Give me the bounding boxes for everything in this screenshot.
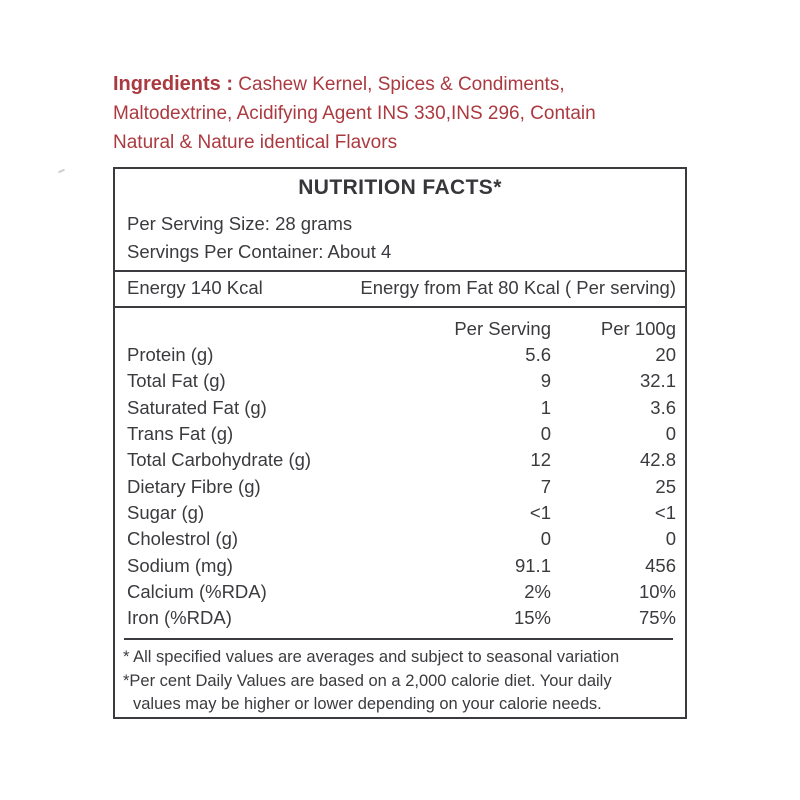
divider-bottom xyxy=(124,638,673,640)
footnote-line-3: values may be higher or lower depending … xyxy=(133,695,602,713)
per-100g-value: 42.8 xyxy=(639,449,676,471)
nutrient-label: Iron (%RDA) xyxy=(127,607,232,629)
ingredients-line-2: Maltodextrine, Acidifying Agent INS 330,… xyxy=(113,103,596,124)
nutrient-label: Total Fat (g) xyxy=(127,370,226,392)
nutrient-label: Saturated Fat (g) xyxy=(127,396,267,418)
table-row: Sugar (g) <1 <1 xyxy=(127,500,676,526)
serving-size-line: Per Serving Size: 28 grams xyxy=(127,213,353,234)
nutrient-label: Total Carbohydrate (g) xyxy=(127,449,312,471)
per-100g-value: 20 xyxy=(655,344,676,366)
divider-energy xyxy=(115,306,685,308)
per-serving-value: 12 xyxy=(530,449,551,471)
nutrient-label: Protein (g) xyxy=(127,344,214,366)
ingredients-label: Ingredients : xyxy=(113,73,234,95)
per-100g-value: 25 xyxy=(655,475,676,497)
nutrient-table: Per Serving Per 100g Protein (g) 5.6 20 … xyxy=(127,316,676,631)
per-serving-value: 1 xyxy=(540,396,551,418)
servings-per-container-line: Servings Per Container: About 4 xyxy=(127,241,392,262)
per-100g-value: 10% xyxy=(638,580,676,602)
nutrition-facts-panel: NUTRITION FACTS* Per Serving Size: 28 gr… xyxy=(113,167,687,719)
footnote-line-1: * All specified values are averages and … xyxy=(123,648,620,666)
col-per-serving: Per Serving xyxy=(454,318,551,339)
per-serving-value: 0 xyxy=(540,528,551,550)
table-row: Total Carbohydrate (g) 12 42.8 xyxy=(127,447,676,473)
nutrient-label: Cholestrol (g) xyxy=(127,528,239,550)
per-100g-value: <1 xyxy=(654,501,676,523)
per-100g-value: 3.6 xyxy=(650,396,676,418)
footnote-line-2: *Per cent Daily Values are based on a 2,… xyxy=(123,671,612,690)
col-per-100g: Per 100g xyxy=(600,318,676,339)
ingredients-line-1-text: Cashew Kernel, Spices & Condiments, xyxy=(238,74,565,95)
table-row: Trans Fat (g) 0 0 xyxy=(127,421,676,447)
divider-top xyxy=(115,270,685,272)
per-serving-value: 5.6 xyxy=(525,344,551,366)
per-100g-value: 32.1 xyxy=(639,370,676,392)
per-serving-value: 15% xyxy=(513,607,551,629)
ingredients-line-3: Natural & Nature identical Flavors xyxy=(113,132,398,153)
per-100g-value: 75% xyxy=(638,607,676,629)
table-row: Iron (%RDA) 15% 75% xyxy=(127,605,676,631)
per-100g-value: 0 xyxy=(665,423,676,445)
ingredients-paragraph: Ingredients : Cashew Kernel, Spices & Co… xyxy=(113,70,733,157)
table-row: Sodium (mg) 91.1 456 xyxy=(127,552,676,578)
per-serving-value: 91.1 xyxy=(514,554,551,576)
per-serving-value: 0 xyxy=(540,423,551,445)
nutrient-label: Sugar (g) xyxy=(127,501,205,523)
panel-title: NUTRITION FACTS* xyxy=(298,176,502,199)
nutrient-label: Calcium (%RDA) xyxy=(127,580,267,602)
per-100g-value: 0 xyxy=(665,528,676,550)
table-row: Dietary Fibre (g) 7 25 xyxy=(127,473,676,499)
table-row: Calcium (%RDA) 2% 10% xyxy=(127,579,676,605)
per-serving-value: <1 xyxy=(529,501,551,523)
footnotes-block: * All specified values are averages and … xyxy=(123,646,677,717)
energy-from-fat-label: Energy from Fat 80 Kcal ( Per serving) xyxy=(360,277,676,298)
table-row: Protein (g) 5.6 20 xyxy=(127,342,676,368)
per-serving-value: 2% xyxy=(524,580,551,602)
table-row: Saturated Fat (g) 1 3.6 xyxy=(127,395,676,421)
nutrient-label: Dietary Fibre (g) xyxy=(127,475,261,497)
energy-row: Energy 140 Kcal Energy from Fat 80 Kcal … xyxy=(127,277,676,299)
stray-mark xyxy=(57,168,66,174)
per-100g-value: 456 xyxy=(645,554,676,576)
energy-label: Energy 140 Kcal xyxy=(127,277,263,298)
nutrient-label: Trans Fat (g) xyxy=(127,423,234,445)
ingredients-line-1: Ingredients : Cashew Kernel, Spices & Co… xyxy=(113,70,733,99)
table-row: Cholestrol (g) 0 0 xyxy=(127,526,676,552)
per-serving-value: 7 xyxy=(540,475,551,497)
table-header-row: Per Serving Per 100g xyxy=(127,316,676,342)
per-serving-value: 9 xyxy=(540,370,551,392)
table-row: Total Fat (g) 9 32.1 xyxy=(127,368,676,394)
nutrient-label: Sodium (mg) xyxy=(127,554,233,576)
